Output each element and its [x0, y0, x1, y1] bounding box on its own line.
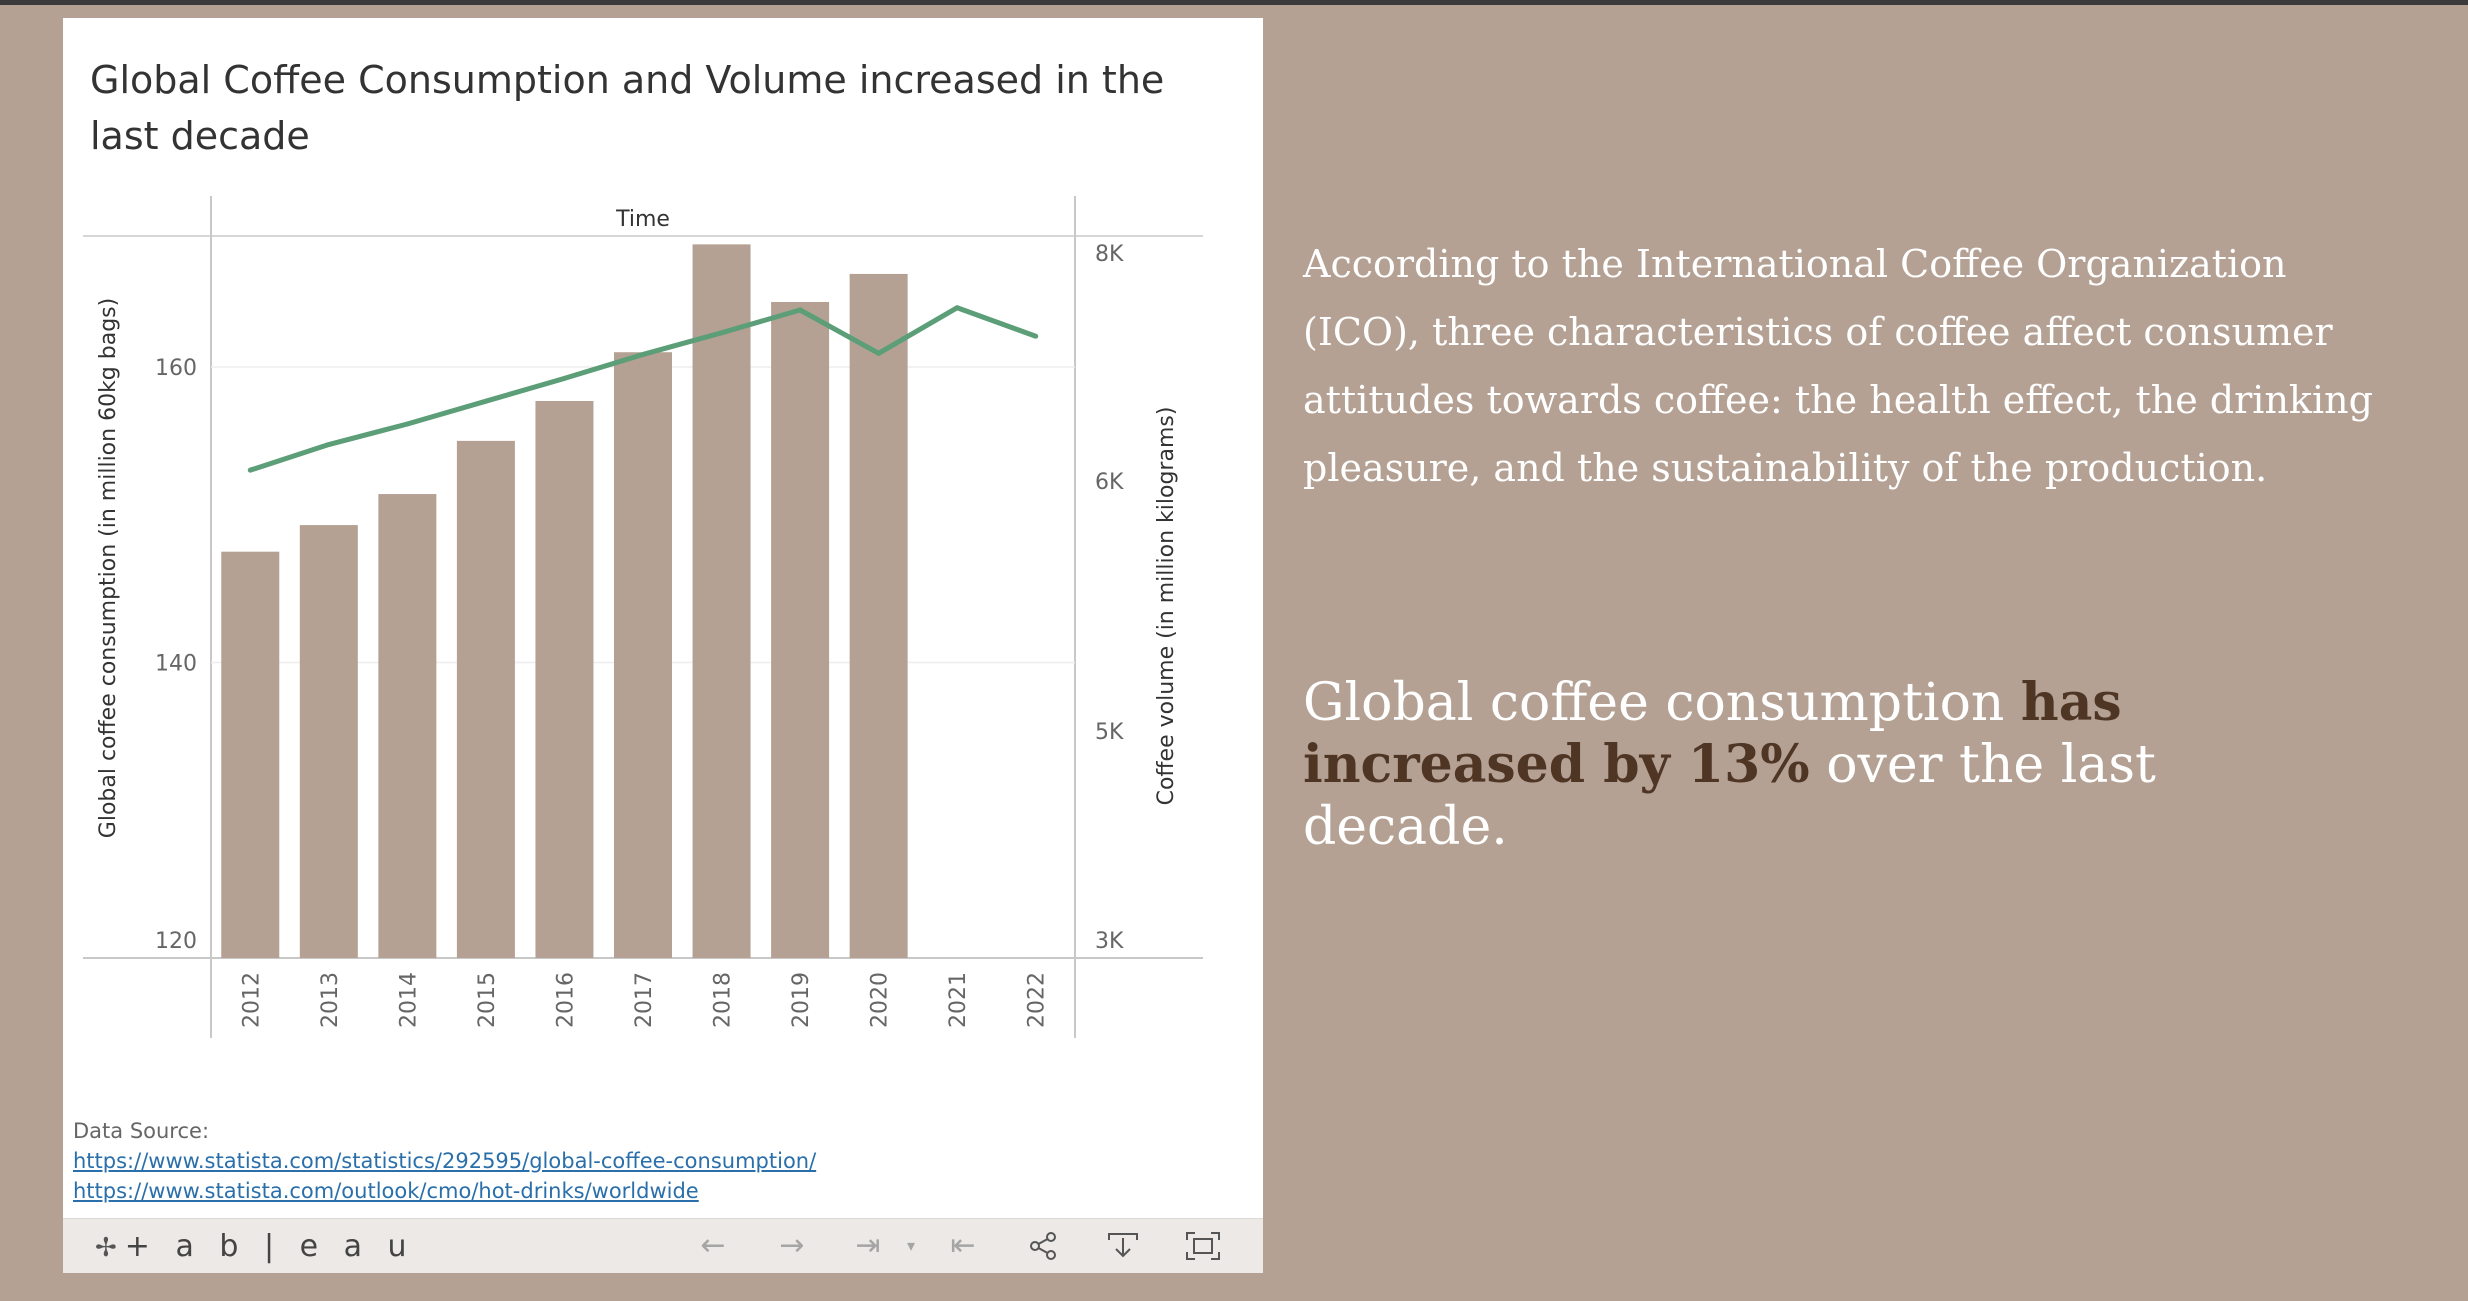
arrow-left-icon: ← — [700, 1228, 726, 1263]
line-point-2017 — [640, 351, 646, 357]
bar-2015 — [456, 440, 515, 958]
left-tick-label-120: 120 — [155, 929, 197, 954]
top-axis-label: Time — [615, 207, 670, 232]
combo-chart[interactable]: Time 120 140 160 Global coffee consumption (… — [63, 18, 1263, 1118]
bar-2019 — [771, 301, 830, 958]
callout-text-end: over the last decade. — [1303, 735, 2156, 857]
share-button[interactable] — [1023, 1227, 1063, 1265]
tableau-toolbar: ✢ + a b | e a u ← → ⇥ ▾ ⇤ — [63, 1218, 1263, 1273]
right-axis-title: Coffee volume (in million kilograms) — [1154, 407, 1179, 806]
x-tick-label-2012: 2012 — [239, 972, 264, 1028]
source-label: Data Source: — [73, 1119, 210, 1143]
source-link-consumption[interactable]: https://www.statista.com/statistics/2925… — [73, 1149, 817, 1173]
line-point-2020 — [876, 350, 882, 356]
x-tick-label-2016: 2016 — [553, 972, 578, 1028]
line-point-2016 — [561, 375, 567, 381]
tableau-logo[interactable]: ✢ + a b | e a u — [95, 1229, 415, 1264]
revert-icon: ⇥ — [855, 1228, 881, 1263]
fullscreen-button[interactable] — [1183, 1227, 1223, 1265]
callout-emphasis: has increased by 13% — [1303, 672, 2122, 795]
right-tick-label-8K: 8K — [1095, 242, 1124, 267]
x-tick-label-2020: 2020 — [868, 972, 893, 1028]
bar-2012 — [221, 551, 280, 958]
tableau-wordmark: + a b | e a u — [124, 1229, 415, 1264]
bar-2017 — [614, 352, 672, 959]
x-tick-label-2019: 2019 — [789, 972, 814, 1028]
source-link-hot-drinks[interactable]: https://www.statista.com/outlook/cmo/hot… — [73, 1179, 699, 1203]
x-tick-label-2021: 2021 — [946, 972, 971, 1028]
left-tick-label-160: 160 — [155, 356, 197, 381]
right-tick-label-5K: 5K — [1095, 720, 1124, 745]
x-tick-label-2014: 2014 — [396, 972, 421, 1028]
bar-2016 — [535, 400, 594, 958]
line-point-2022 — [1033, 333, 1039, 339]
line-point-2012 — [247, 467, 253, 473]
ico-paragraph: According to the International Coffee Or… — [1303, 242, 2373, 490]
bar-series — [221, 244, 908, 959]
redo-button[interactable]: → — [772, 1227, 812, 1265]
axes: Time 120 140 160 Global coffee consumption (… — [96, 207, 1179, 1028]
x-tick-label-2015: 2015 — [475, 972, 500, 1028]
bar-2014 — [378, 494, 437, 958]
right-tick-label-3K: 3K — [1095, 929, 1124, 954]
x-tick-label-2022: 2022 — [1025, 972, 1050, 1028]
download-icon — [1108, 1233, 1138, 1258]
undo-button[interactable]: ← — [693, 1227, 733, 1265]
data-source: Data Source: https://www.statista.com/st… — [73, 1116, 816, 1206]
tableau-dashboard: Global Coffee Consumption and Volume inc… — [63, 18, 1263, 1273]
x-tick-label-2017: 2017 — [632, 972, 657, 1028]
line-point-2013 — [326, 442, 332, 448]
top-edge — [0, 0, 2468, 5]
reset-icon: ⇤ — [950, 1228, 976, 1263]
caret-down-icon: ▾ — [906, 1236, 916, 1255]
reset-button[interactable]: ⇤ — [943, 1227, 983, 1265]
right-tick-label-6K: 6K — [1095, 470, 1124, 495]
line-series — [247, 305, 1039, 473]
line-point-2015 — [483, 398, 489, 404]
download-button[interactable] — [1103, 1227, 1143, 1265]
bar-2020 — [849, 273, 908, 958]
line-point-2019 — [797, 307, 803, 313]
arrow-right-icon: → — [779, 1228, 805, 1263]
fullscreen-icon — [1186, 1232, 1220, 1260]
revert-button[interactable]: ⇥ — [848, 1227, 888, 1265]
share-icon — [1030, 1232, 1056, 1260]
key-insight: Global coffee consumption has increased … — [1303, 672, 2363, 858]
context-text: According to the International Coffee Or… — [1303, 230, 2383, 502]
line-point-2014 — [404, 421, 410, 427]
revert-dropdown[interactable]: ▾ — [901, 1227, 921, 1265]
callout-text-start: Global coffee consumption — [1303, 673, 2021, 733]
tableau-mark-icon: ✢ — [95, 1233, 117, 1263]
left-tick-label-140: 140 — [155, 652, 197, 677]
chart-title: Global Coffee Consumption and Volume inc… — [90, 58, 1165, 158]
left-axis-title: Global coffee consumption (in million 60… — [96, 298, 121, 838]
line-point-2021 — [954, 305, 960, 311]
bar-2013 — [299, 525, 358, 958]
x-tick-label-2018: 2018 — [711, 972, 736, 1028]
line-point-2018 — [719, 330, 725, 336]
bar-2018 — [692, 244, 751, 958]
x-tick-label-2013: 2013 — [318, 972, 343, 1028]
